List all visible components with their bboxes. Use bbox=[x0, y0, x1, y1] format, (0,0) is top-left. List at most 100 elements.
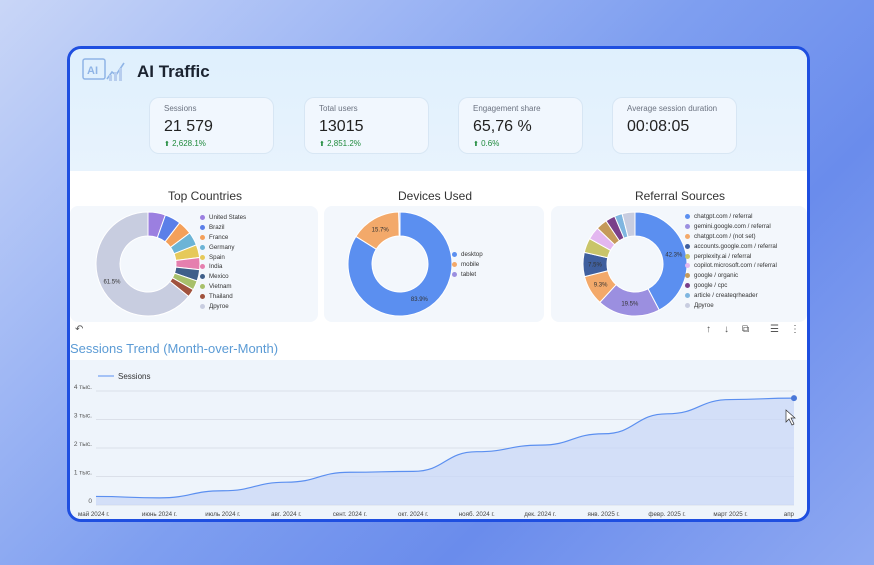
slice-label: 7.5% bbox=[588, 262, 602, 268]
legend-swatch bbox=[685, 243, 690, 249]
legend-item[interactable]: Другое bbox=[200, 301, 246, 311]
pie-slice[interactable] bbox=[634, 211, 688, 311]
legend-swatch bbox=[200, 244, 205, 250]
slice-label: 42.3% bbox=[665, 252, 683, 258]
legend-label: Germany bbox=[209, 243, 235, 251]
legend-swatch bbox=[685, 224, 690, 230]
kpi-avg-session-duration[interactable]: Average session duration 00:08:05 bbox=[613, 98, 736, 153]
legend-label: chatgpt.com / referral bbox=[694, 213, 753, 221]
legend-swatch bbox=[200, 293, 205, 299]
legend-label: gemini.google.com / referral bbox=[694, 223, 771, 231]
legend-item[interactable]: mobile bbox=[452, 260, 483, 270]
export-icon[interactable]: ⧉ bbox=[742, 324, 750, 335]
slice-label: 83.9% bbox=[411, 297, 429, 303]
legend-swatch bbox=[685, 302, 690, 308]
legend-item[interactable]: google / organic bbox=[685, 271, 777, 281]
legend-swatch bbox=[200, 215, 205, 221]
kpi-value: 65,76 % bbox=[473, 118, 532, 135]
pie-slice[interactable] bbox=[95, 211, 190, 317]
trend-chart-card: Sessions 0 1 тыс. 2 тыс. 3 тыс. 4 тыс. май 202… bbox=[70, 360, 807, 519]
legend-label: google / cpc bbox=[694, 281, 728, 289]
pie-slice[interactable] bbox=[398, 211, 401, 237]
legend-item[interactable]: article / createqrheader bbox=[685, 290, 777, 300]
legend-label: Spain bbox=[209, 253, 225, 261]
legend-item[interactable]: Другое bbox=[685, 300, 777, 310]
arrow-down-icon[interactable]: ↓ bbox=[724, 324, 729, 335]
legend-item[interactable]: gemini.google.com / referral bbox=[685, 222, 777, 232]
logo-text: AI bbox=[87, 65, 98, 77]
legend-item[interactable]: France bbox=[200, 233, 246, 243]
kpi-total-users[interactable]: Total users 13015 ⬆ 2,851.2% bbox=[305, 98, 428, 153]
legend-item[interactable]: Germany bbox=[200, 242, 246, 252]
x-tick-label: июль 2024 г. bbox=[205, 511, 240, 518]
referrals-donut[interactable]: 42.3% 19.5% 9.3% 7.5% bbox=[575, 206, 695, 322]
sessions-trend-chart[interactable]: Sessions 0 1 тыс. 2 тыс. 3 тыс. 4 тыс. май 202… bbox=[70, 360, 807, 519]
pie-slice[interactable] bbox=[621, 211, 636, 238]
legend-swatch bbox=[685, 263, 690, 269]
sessions-area bbox=[96, 398, 794, 505]
kpi-value: 00:08:05 bbox=[627, 118, 690, 135]
kpi-engagement-share[interactable]: Engagement share 65,76 % ⬆ 0.6% bbox=[459, 98, 582, 153]
legend-label: Другое bbox=[694, 301, 714, 309]
legend-item[interactable]: desktop bbox=[452, 250, 483, 260]
legend-swatch bbox=[200, 274, 205, 280]
chart-toolbar: ↶ ↑ ↓ ⧉ ☰ ⋮ bbox=[70, 322, 807, 340]
devices-title: Devices Used bbox=[397, 189, 473, 203]
legend-swatch bbox=[685, 253, 690, 259]
legend-swatch bbox=[685, 214, 690, 220]
y-tick-label: 2 тыс. bbox=[74, 441, 92, 448]
legend-swatch bbox=[685, 292, 690, 298]
more-vert-icon[interactable]: ⋮ bbox=[790, 324, 800, 335]
legend-label: desktop bbox=[461, 251, 483, 259]
arrow-up-icon[interactable]: ↑ bbox=[706, 324, 711, 335]
devices-legend: desktop mobile tablet bbox=[452, 250, 483, 279]
legend-item[interactable]: accounts.google.com / referral bbox=[685, 241, 777, 251]
undo-icon[interactable]: ↶ bbox=[75, 324, 84, 335]
header: AI AI Traffic Sessions 21 579 ⬆ 2,628.1%… bbox=[70, 49, 807, 171]
data-point[interactable] bbox=[791, 395, 797, 402]
trend-up-icon: ⬆ bbox=[164, 141, 170, 148]
filter-icon[interactable]: ☰ bbox=[770, 324, 779, 335]
legend-item[interactable]: copilot.microsoft.com / referral bbox=[685, 261, 777, 271]
slice-label: 15.7% bbox=[372, 227, 390, 233]
devices-donut[interactable]: 83.9% 15.7% bbox=[340, 206, 460, 322]
legend-item[interactable]: Vietnam bbox=[200, 282, 246, 292]
kpi-sessions[interactable]: Sessions 21 579 ⬆ 2,628.1% bbox=[150, 98, 273, 153]
kpi-delta: ⬆ 0.6% bbox=[473, 139, 500, 148]
legend-item[interactable]: tablet bbox=[452, 270, 483, 280]
countries-legend: United States Brazil France Germany Spain Ind… bbox=[200, 213, 246, 311]
y-tick-label: 3 тыс. bbox=[74, 413, 92, 420]
legend-swatch bbox=[452, 262, 457, 268]
legend-swatch bbox=[685, 233, 690, 239]
legend-item[interactable]: chatgpt.com / referral bbox=[685, 212, 777, 222]
legend-label: United States bbox=[209, 214, 247, 222]
y-tick-label: 0 bbox=[88, 498, 92, 505]
countries-donut[interactable]: 61.5% bbox=[88, 206, 208, 322]
kpi-value: 13015 bbox=[319, 118, 364, 135]
legend-item[interactable]: United States bbox=[200, 213, 246, 223]
legend-swatch bbox=[685, 273, 690, 279]
legend-swatch bbox=[200, 234, 205, 240]
legend-item[interactable]: Thailand bbox=[200, 291, 246, 301]
trend-up-icon: ⬆ bbox=[473, 141, 479, 148]
legend-label: Mexico bbox=[209, 273, 229, 281]
trend-title: Sessions Trend (Month-over-Month) bbox=[70, 341, 279, 356]
pie-slice[interactable] bbox=[347, 211, 453, 317]
legend-item[interactable]: India bbox=[200, 262, 246, 272]
x-tick-label: июнь 2024 г. bbox=[142, 511, 177, 518]
x-tick-label: февр. 2025 г. bbox=[648, 511, 686, 518]
legend-label: chatgpt.com / (not set) bbox=[694, 232, 756, 240]
x-tick-label: нояб. 2024 г. bbox=[459, 511, 495, 518]
legend-item[interactable]: chatgpt.com / (not set) bbox=[685, 232, 777, 242]
kpi-label: Total users bbox=[319, 104, 358, 113]
referrals-legend: chatgpt.com / referral gemini.google.com … bbox=[685, 212, 777, 310]
legend-item[interactable]: perplexity.ai / referral bbox=[685, 251, 777, 261]
referrals-title: Referral Sources bbox=[634, 189, 726, 203]
legend-item[interactable]: google / cpc bbox=[685, 281, 777, 291]
slice-label: 19.5% bbox=[621, 302, 639, 308]
legend-item[interactable]: Mexico bbox=[200, 272, 246, 282]
legend-swatch bbox=[200, 254, 205, 260]
legend-item[interactable]: Brazil bbox=[200, 223, 246, 233]
legend-item[interactable]: Spain bbox=[200, 252, 246, 262]
sessions-line[interactable] bbox=[95, 397, 795, 499]
